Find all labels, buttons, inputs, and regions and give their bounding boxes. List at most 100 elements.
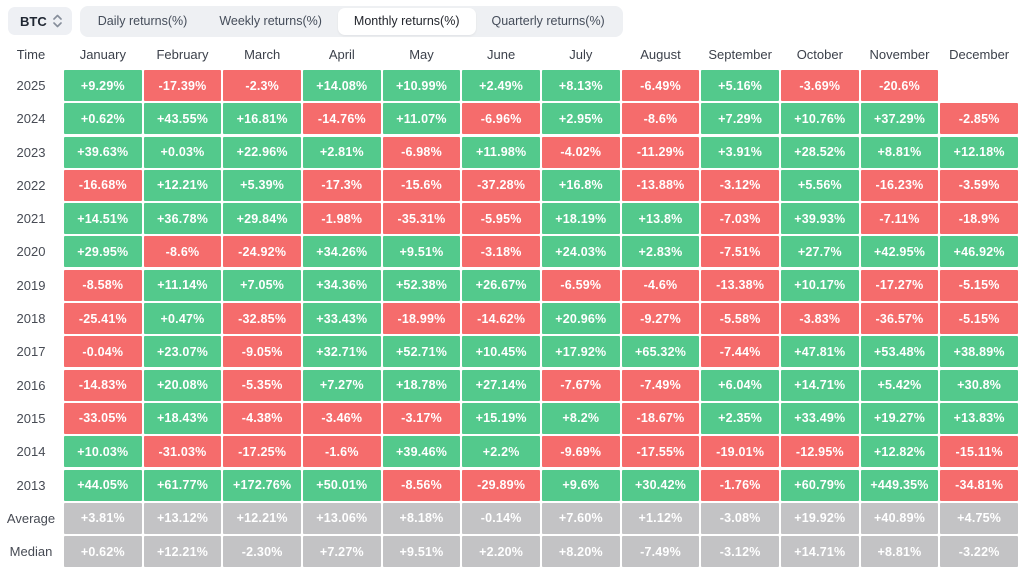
return-cell: +14.71% (780, 536, 859, 568)
return-cell: +27.7% (780, 236, 859, 268)
return-cell: +32.71% (302, 336, 381, 368)
return-cell: +8.13% (541, 70, 620, 101)
return-cell: +11.98% (462, 136, 540, 168)
returns-tab-bar: Daily returns(%) Weekly returns(%) Month… (79, 5, 623, 37)
return-cell: -6.96% (462, 103, 540, 135)
row-label: 2015 (16, 410, 46, 426)
return-cell: +3.91% (701, 136, 779, 168)
return-cell: -25.41% (64, 303, 142, 335)
row-label: 2019 (16, 277, 46, 293)
return-cell: -17.3% (302, 169, 381, 201)
return-cell: +33.43% (302, 303, 381, 335)
return-cell: +2.83% (621, 236, 700, 268)
table-row: 2020 +29.95% -8.6% -24.92% +34.26% +9.51% -3.1… (0, 236, 1018, 268)
return-cell: +18.78% (382, 369, 461, 401)
return-cell: -24.92% (223, 236, 301, 268)
return-cell: +7.27% (302, 369, 381, 401)
coin-selector[interactable]: BTC (8, 7, 72, 35)
table-row: 2019 -8.58% +11.14% +7.05% +34.36% +52.38% +26… (0, 269, 1018, 301)
return-cell: -35.31% (382, 203, 461, 235)
tab-daily-returns[interactable]: Daily returns(%) (97, 13, 188, 28)
return-cell: -1.98% (302, 203, 381, 235)
return-cell: +24.03% (541, 236, 620, 268)
return-cell: +52.71% (382, 336, 461, 368)
table-row: 2021 +14.51% +36.78% +29.84% -1.98% -35.31% -5… (0, 203, 1018, 235)
return-cell: -8.58% (64, 269, 142, 301)
return-cell: -13.88% (621, 169, 700, 201)
return-cell: -7.67% (541, 369, 620, 401)
return-cell: +39.63% (64, 136, 142, 168)
month-column-header: September (708, 47, 772, 62)
return-cell: -2.3% (223, 70, 301, 101)
return-cell: +11.07% (382, 103, 461, 135)
return-cell: -3.12% (701, 169, 779, 201)
return-cell: +18.43% (143, 402, 222, 434)
return-cell: -8.56% (382, 469, 461, 501)
return-cell: +28.52% (780, 136, 859, 168)
return-cell: +36.78% (143, 203, 222, 235)
return-cell: +8.18% (382, 502, 461, 534)
table-row: 2025 +9.29% -17.39% -2.3% +14.08% +10.99% +2.4… (0, 70, 1018, 101)
return-cell: +29.84% (223, 203, 301, 235)
return-cell: +13.12% (143, 502, 222, 534)
return-cell: +52.38% (382, 269, 461, 301)
tab-monthly-returns[interactable]: Monthly returns(%) (337, 7, 476, 35)
return-cell: +19.92% (780, 502, 859, 534)
return-cell: -7.11% (860, 203, 939, 235)
time-column-header: Time (16, 47, 46, 62)
return-cell: +18.19% (541, 203, 620, 235)
row-label: 2025 (16, 78, 46, 93)
return-cell: +60.79% (780, 469, 859, 501)
return-cell: -3.12% (701, 536, 779, 568)
return-cell: +10.99% (382, 70, 461, 101)
return-cell: +2.20% (462, 536, 540, 568)
return-cell: +15.19% (462, 402, 540, 434)
return-cell: +13.06% (302, 502, 381, 534)
return-cell: -7.44% (701, 336, 779, 368)
return-cell: +20.08% (143, 369, 222, 401)
return-cell: +34.36% (302, 269, 381, 301)
return-cell: +12.18% (940, 136, 1018, 168)
month-column-header: June (487, 47, 516, 62)
return-cell: +7.05% (223, 269, 301, 301)
tab-quarterly-returns[interactable]: Quarterly returns(%) (491, 13, 605, 28)
return-cell: +14.71% (780, 369, 859, 401)
return-cell: -9.27% (621, 303, 700, 335)
table-row: 2015 -33.05% +18.43% -4.38% -3.46% -3.17% +15.… (0, 402, 1018, 434)
return-cell: -1.76% (701, 469, 779, 501)
return-cell: -33.05% (64, 402, 142, 434)
return-cell: -8.6% (143, 236, 222, 268)
return-cell: +5.16% (701, 70, 779, 101)
return-cell: -7.03% (701, 203, 779, 235)
return-cell: +2.35% (701, 402, 779, 434)
return-cell: +2.2% (462, 436, 540, 468)
row-label: 2013 (16, 477, 46, 493)
return-cell: +12.21% (143, 169, 222, 201)
return-cell: +16.8% (541, 169, 620, 201)
return-cell (940, 70, 1018, 101)
return-cell: +43.55% (143, 103, 222, 135)
return-cell: +42.95% (860, 236, 939, 268)
return-cell: +2.81% (302, 136, 381, 168)
return-cell: -17.39% (143, 70, 222, 101)
return-cell: +0.03% (143, 136, 222, 168)
table-row: 2024 +0.62% +43.55% +16.81% -14.76% +11.07% -6… (0, 103, 1018, 135)
return-cell: -13.38% (701, 269, 779, 301)
return-cell: -3.08% (701, 502, 779, 534)
return-cell: +9.29% (64, 70, 142, 101)
return-cell: -7.49% (621, 536, 700, 568)
return-cell: +26.67% (462, 269, 540, 301)
return-cell: +9.51% (382, 536, 461, 568)
return-cell: -15.6% (382, 169, 461, 201)
row-label: 2024 (16, 111, 46, 127)
return-cell: -37.28% (462, 169, 540, 201)
month-column-header: February (156, 47, 209, 62)
table-row: Average +3.81% +13.12% +12.21% +13.06% +8.18%… (0, 502, 1018, 534)
tab-weekly-returns[interactable]: Weekly returns(%) (219, 13, 322, 28)
row-label: 2018 (16, 311, 46, 327)
table-row: 2022 -16.68% +12.21% +5.39% -17.3% -15.6% -37.… (0, 169, 1018, 201)
return-cell: -3.22% (940, 536, 1018, 568)
return-cell: +16.81% (223, 103, 301, 135)
return-cell: -34.81% (940, 469, 1018, 501)
return-cell: +10.45% (462, 336, 540, 368)
